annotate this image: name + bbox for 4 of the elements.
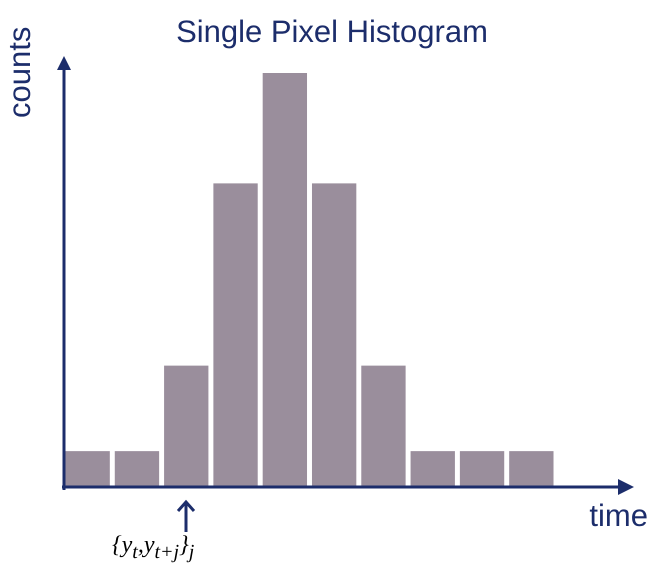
- x-axis-title: time: [589, 498, 648, 534]
- text: {y$_{t}$,y$_{t+j}$}$_{j}$: [112, 532, 194, 564]
- chart-title: Single Pixel Histogram: [176, 14, 488, 49]
- y-axis-title: counts: [2, 26, 38, 118]
